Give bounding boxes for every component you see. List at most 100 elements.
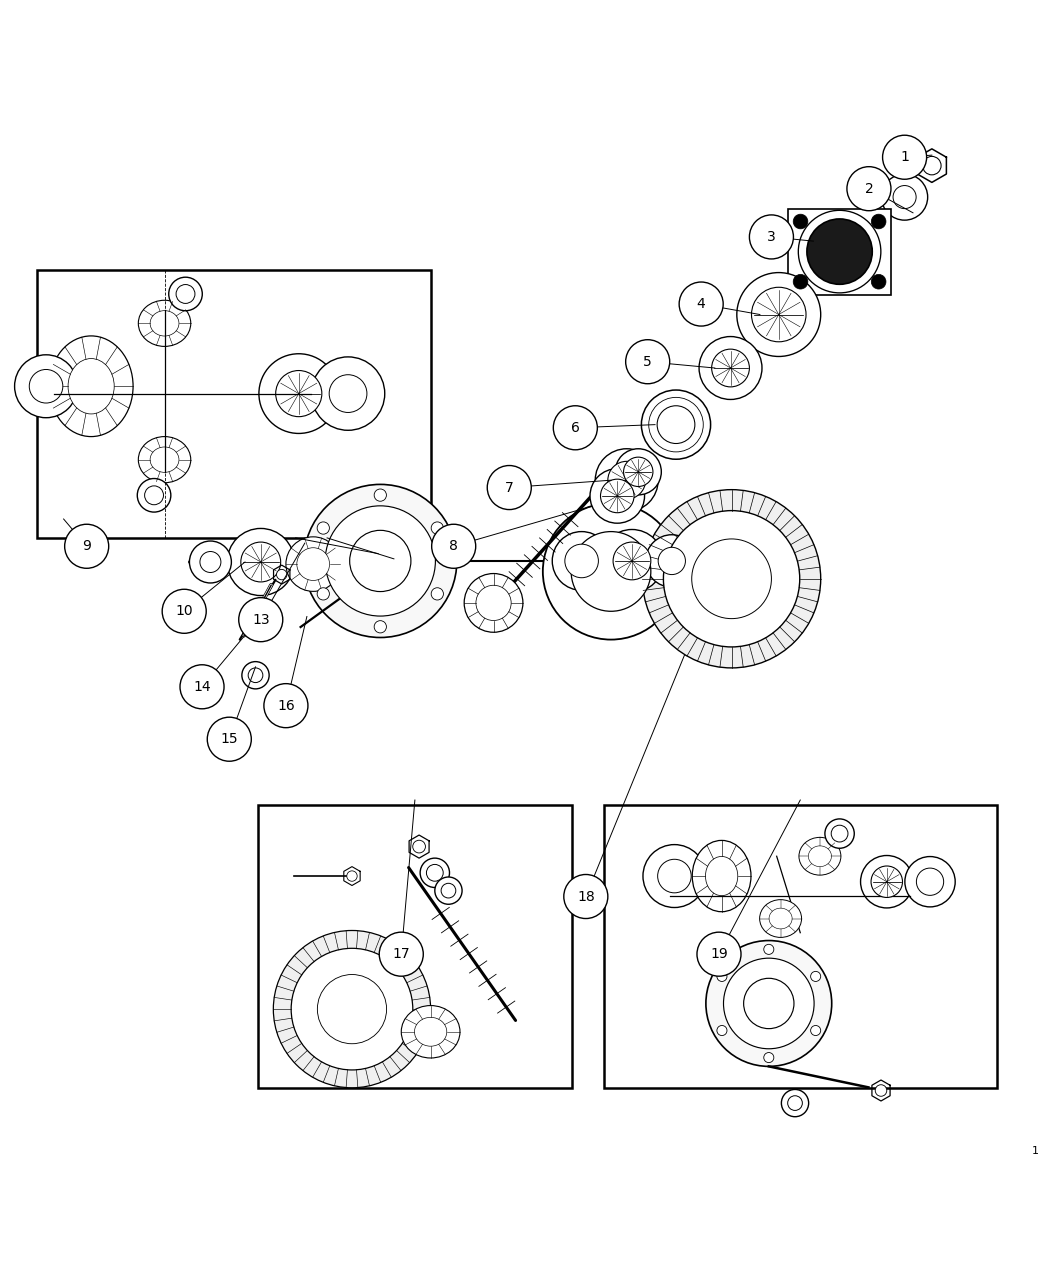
- Text: 1: 1: [1032, 1145, 1038, 1155]
- Ellipse shape: [769, 908, 792, 929]
- Circle shape: [420, 858, 449, 887]
- Circle shape: [543, 504, 679, 640]
- Circle shape: [717, 972, 727, 982]
- Ellipse shape: [150, 448, 178, 472]
- Circle shape: [905, 857, 956, 907]
- Bar: [38, 270, 430, 538]
- Text: 18: 18: [576, 890, 594, 904]
- Circle shape: [441, 884, 456, 898]
- Bar: [789, 209, 891, 295]
- Ellipse shape: [139, 436, 191, 483]
- Circle shape: [248, 668, 262, 682]
- Circle shape: [743, 978, 794, 1029]
- Ellipse shape: [68, 358, 114, 414]
- Circle shape: [487, 465, 531, 510]
- Circle shape: [882, 173, 927, 221]
- Text: 2: 2: [864, 182, 874, 195]
- Circle shape: [180, 664, 224, 709]
- Circle shape: [699, 337, 762, 399]
- Circle shape: [565, 544, 598, 578]
- Circle shape: [476, 585, 511, 621]
- Ellipse shape: [401, 1006, 460, 1058]
- Circle shape: [608, 462, 646, 499]
- Circle shape: [162, 589, 206, 634]
- Circle shape: [806, 219, 873, 284]
- Circle shape: [872, 214, 886, 228]
- Circle shape: [642, 390, 711, 459]
- Text: 3: 3: [768, 230, 776, 244]
- Circle shape: [872, 866, 903, 898]
- Circle shape: [350, 530, 411, 592]
- Circle shape: [276, 570, 287, 580]
- Circle shape: [872, 274, 886, 289]
- Circle shape: [297, 548, 330, 580]
- Text: 17: 17: [393, 947, 411, 961]
- Circle shape: [697, 932, 741, 977]
- Circle shape: [326, 506, 436, 616]
- Circle shape: [238, 598, 282, 641]
- Circle shape: [432, 588, 443, 601]
- Circle shape: [312, 357, 384, 430]
- Circle shape: [798, 210, 881, 293]
- Text: 9: 9: [82, 539, 91, 553]
- Circle shape: [464, 574, 523, 632]
- Circle shape: [917, 868, 944, 895]
- Circle shape: [227, 528, 294, 595]
- Circle shape: [894, 186, 917, 209]
- Circle shape: [426, 864, 443, 881]
- Circle shape: [15, 354, 78, 418]
- Text: 19: 19: [710, 947, 728, 961]
- Circle shape: [847, 167, 891, 210]
- Circle shape: [657, 405, 695, 444]
- Circle shape: [189, 541, 231, 583]
- Text: 6: 6: [571, 421, 580, 435]
- Circle shape: [923, 157, 941, 175]
- Circle shape: [883, 135, 926, 180]
- Circle shape: [346, 871, 357, 881]
- Circle shape: [601, 479, 634, 513]
- Circle shape: [811, 972, 821, 982]
- Circle shape: [145, 486, 164, 505]
- Circle shape: [613, 542, 651, 580]
- Circle shape: [276, 371, 322, 417]
- Circle shape: [595, 449, 658, 511]
- Circle shape: [615, 449, 662, 495]
- Circle shape: [138, 478, 171, 513]
- Circle shape: [571, 532, 651, 611]
- Circle shape: [317, 521, 330, 534]
- Circle shape: [374, 621, 386, 632]
- Circle shape: [240, 542, 280, 581]
- Circle shape: [752, 287, 806, 342]
- Circle shape: [286, 537, 340, 592]
- Circle shape: [832, 825, 848, 842]
- Ellipse shape: [759, 900, 801, 937]
- Circle shape: [861, 856, 914, 908]
- Circle shape: [793, 214, 807, 228]
- Circle shape: [737, 273, 821, 357]
- Text: 1: 1: [900, 150, 909, 164]
- Circle shape: [303, 484, 457, 638]
- Circle shape: [264, 683, 308, 728]
- Circle shape: [692, 539, 772, 618]
- Circle shape: [432, 521, 443, 534]
- Circle shape: [590, 469, 645, 523]
- Circle shape: [750, 215, 794, 259]
- Ellipse shape: [692, 840, 751, 912]
- Circle shape: [207, 718, 251, 761]
- Circle shape: [29, 370, 63, 403]
- Circle shape: [432, 524, 476, 569]
- Circle shape: [273, 931, 430, 1088]
- Circle shape: [793, 274, 807, 289]
- Text: 5: 5: [644, 354, 652, 368]
- Bar: [257, 806, 572, 1089]
- Circle shape: [646, 534, 698, 588]
- Circle shape: [564, 875, 608, 918]
- Circle shape: [643, 844, 706, 908]
- Bar: [604, 806, 996, 1089]
- Text: 13: 13: [252, 613, 270, 627]
- Circle shape: [379, 932, 423, 977]
- Ellipse shape: [150, 311, 178, 337]
- Ellipse shape: [415, 1017, 446, 1047]
- Text: 16: 16: [277, 699, 295, 713]
- Circle shape: [435, 877, 462, 904]
